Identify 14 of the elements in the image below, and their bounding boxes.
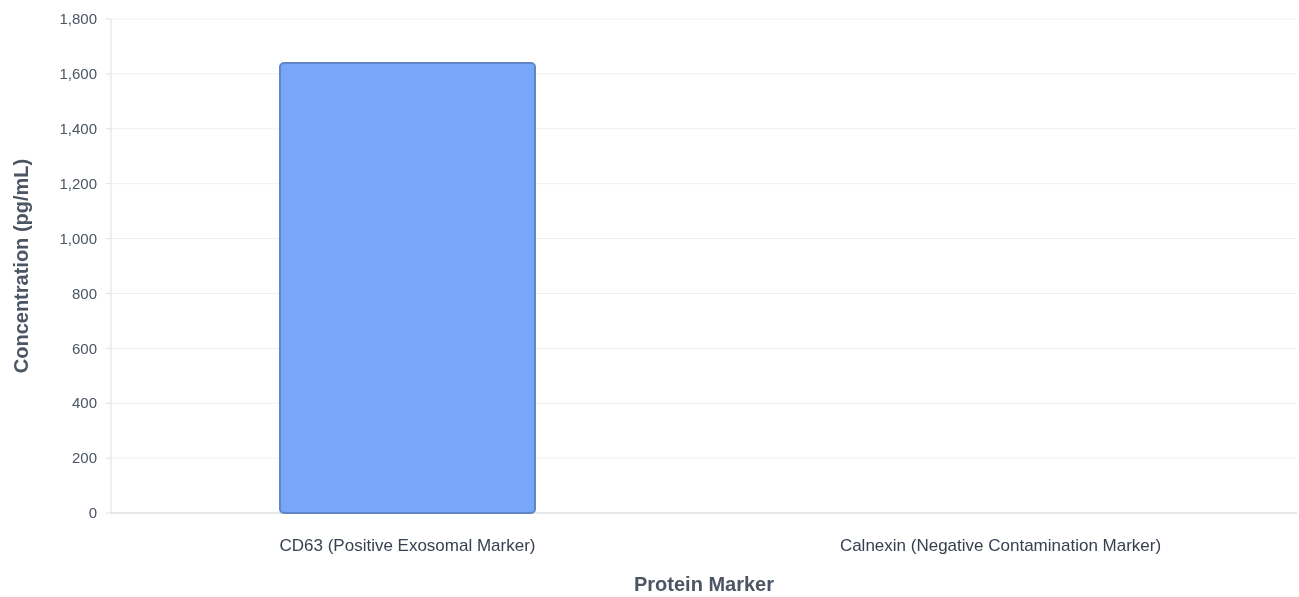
y-tick-label: 1,800: [59, 10, 97, 28]
x-axis-title: Protein Marker: [633, 573, 775, 595]
y-tick-label: 200: [71, 449, 97, 467]
y-tick-label: 1,200: [59, 174, 97, 192]
x-tick-label: CD63 (Positive Exosomal Marker): [279, 536, 536, 555]
y-tick-label: 1,400: [59, 120, 97, 138]
y-tick-label: 1,000: [59, 229, 97, 247]
y-axis-title: Concentration (pg/mL): [10, 158, 32, 374]
y-tick-label: 1,600: [59, 65, 97, 83]
y-tick-label: 0: [88, 504, 97, 522]
x-tick-label: Calnexin (Negative Contamination Marker): [839, 536, 1162, 555]
y-tick-label: 400: [71, 394, 97, 412]
y-tick-label: 800: [71, 284, 97, 302]
y-tick-label: 600: [71, 339, 97, 357]
